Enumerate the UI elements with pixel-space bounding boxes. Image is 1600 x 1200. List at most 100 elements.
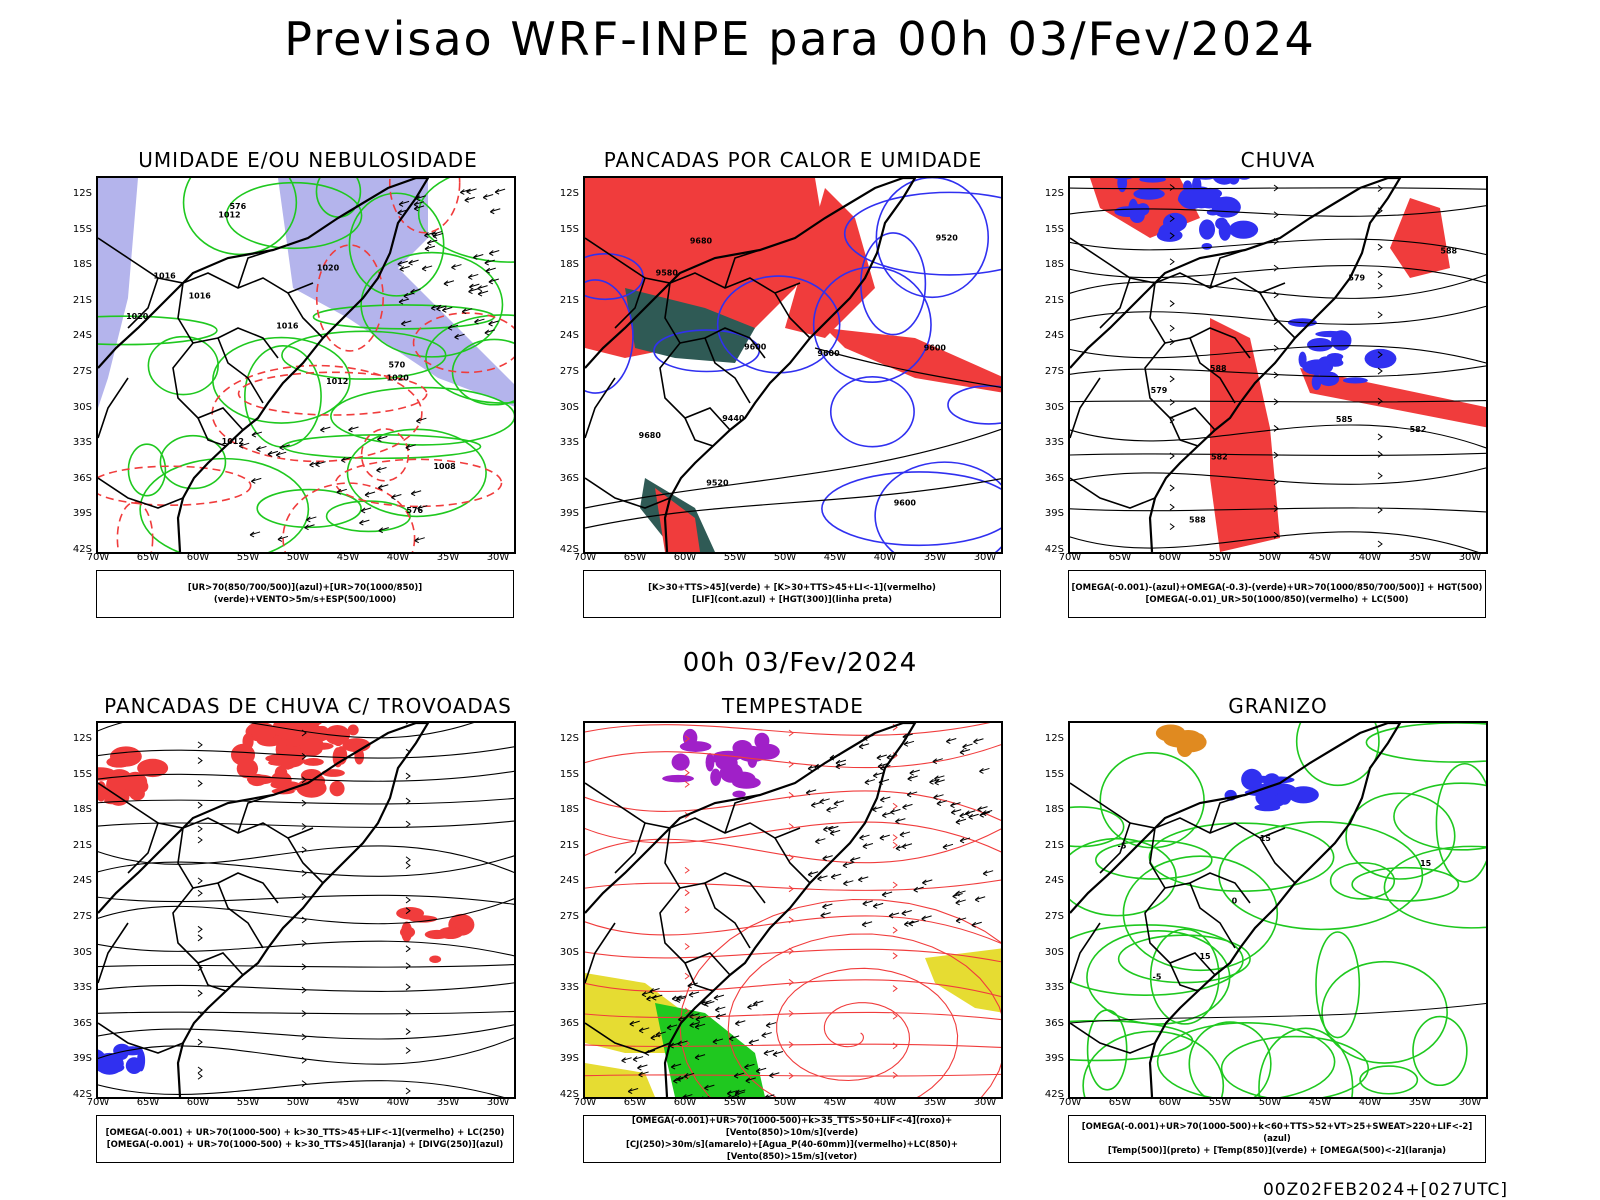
wind-vector: [977, 806, 988, 813]
contour-line: [1412, 1015, 1468, 1087]
shaded-field: [1158, 223, 1176, 242]
shaded-field: [280, 725, 302, 738]
map-canvas: 0 -5 -5 15 15 15: [1070, 723, 1486, 1097]
wind-vector: [929, 778, 940, 785]
streamline: [98, 1080, 504, 1097]
legend-line: [OMEGA(-0.001)+UR>70(1000-500)+k<60+TTS>…: [1081, 1122, 1473, 1144]
wind-vector: [494, 188, 506, 195]
country-border: [684, 962, 714, 992]
contour-line: [1149, 928, 1220, 1025]
streamline-arrow: [197, 780, 203, 787]
instability-red-area-east: [785, 188, 875, 338]
wind-vector: [447, 324, 459, 331]
wind-vector: [748, 1039, 760, 1046]
lat-tick-label: 24S: [559, 875, 579, 887]
wind-vector: [621, 1057, 632, 1064]
wind-vector: [277, 535, 289, 542]
streamline-arrow: [1377, 282, 1383, 290]
wind-vector: [414, 537, 425, 544]
contour-line: [159, 434, 227, 490]
streamline-arrow: [1273, 264, 1279, 272]
shaded-field: [399, 926, 416, 938]
wind-vector: [689, 1013, 700, 1020]
contour-value-label: 9520: [706, 479, 729, 488]
wind-vector: [304, 524, 315, 531]
wind-vector: [735, 1020, 746, 1027]
legend-box-trovoadas: [OMEGA(-0.001) + UR>70(1000-500) + k>30_…: [96, 1115, 514, 1163]
wind-vector: [704, 1084, 715, 1091]
streamline: [98, 898, 514, 925]
contour-value-label: 582: [1211, 452, 1228, 461]
lat-tick-label: 18S: [1044, 804, 1064, 816]
wind-vector: [807, 871, 819, 878]
shaded-field: [274, 765, 288, 780]
field-layer: [585, 723, 1001, 1097]
wind-vector: [348, 426, 359, 433]
streamline-arrow: [405, 1028, 411, 1035]
streamline-arrow: [1273, 531, 1279, 539]
streamline-arrow: [1169, 232, 1175, 240]
streamline-arrow: [1273, 371, 1279, 379]
streamline-arrow: [1273, 398, 1279, 406]
streamline-arrow: [1169, 503, 1175, 511]
country-border: [1070, 377, 1101, 439]
contour-line: [1218, 821, 1424, 931]
streamline-arrow: [788, 916, 794, 924]
panel-title-granizo: GRANIZO: [1228, 694, 1328, 718]
contour-value-label: 576: [229, 202, 246, 211]
map-panel-granizo: 0 -5 -5 15 15 15: [1068, 721, 1488, 1099]
wind-vector: [488, 320, 499, 327]
contour-value-label: 585: [1336, 415, 1353, 424]
contour-value-label: 9600: [924, 343, 947, 352]
contour-line: [139, 457, 310, 552]
wind-vector: [410, 490, 422, 497]
wind-vector: [671, 995, 683, 1002]
wind-vector: [902, 803, 913, 810]
wind-vector: [489, 208, 501, 215]
wind-vector: [772, 1051, 784, 1057]
streamline-arrow: [405, 772, 411, 780]
coastline: [1070, 723, 1402, 1097]
contour-value-label: 588: [1189, 516, 1206, 525]
wind-vector: [861, 921, 873, 928]
wind-vector: [823, 826, 834, 832]
shaded-field: [1196, 178, 1215, 180]
lon-tick-label: 30W: [486, 1097, 510, 1108]
lon-tick-label: 35W: [923, 552, 947, 563]
country-border: [98, 1022, 184, 1054]
wind-vector: [826, 806, 837, 813]
jet-stream-area: [585, 973, 685, 1053]
lat-tick-label: 36S: [72, 472, 92, 484]
lat-tick-label: 39S: [72, 508, 92, 520]
lat-tick-label: 18S: [72, 259, 92, 271]
lat-tick-label: 24S: [1044, 875, 1064, 887]
wind-vector: [945, 738, 957, 744]
contour-value-label: 582: [1410, 425, 1427, 434]
lat-tick-label: 33S: [559, 982, 579, 994]
wind-vector: [805, 789, 817, 796]
panel-title-chuva: CHUVA: [1240, 148, 1316, 172]
streamline-arrow: [1169, 184, 1175, 191]
panel-title-pancadas_calor: PANCADAS POR CALOR E UMIDADE: [603, 148, 983, 172]
streamline: [98, 1010, 514, 1015]
streamline: [1070, 467, 1486, 485]
lat-tick-label: 18S: [1044, 259, 1064, 271]
contour-line: [1117, 934, 1251, 984]
wind-vector: [753, 1000, 764, 1007]
contour-line: [1070, 806, 1125, 848]
streamline: [585, 723, 990, 736]
contour-line: [256, 488, 362, 529]
contour-line: [843, 191, 1001, 276]
streamline-arrow: [197, 836, 203, 844]
lon-tick-label: 40W: [873, 1097, 897, 1108]
wind-vector: [627, 1088, 639, 1094]
panel-title-tempestade: TEMPESTADE: [722, 694, 864, 718]
wind-vector: [364, 491, 376, 498]
shaded-field: [1318, 356, 1337, 368]
streamline: [1070, 365, 1486, 378]
lon-tick-label: 35W: [436, 552, 460, 563]
streamline-arrow: [301, 1056, 307, 1064]
streamline-arrow: [788, 978, 794, 986]
lon-tick-label: 60W: [1158, 1097, 1182, 1108]
wind-vector: [950, 809, 962, 816]
